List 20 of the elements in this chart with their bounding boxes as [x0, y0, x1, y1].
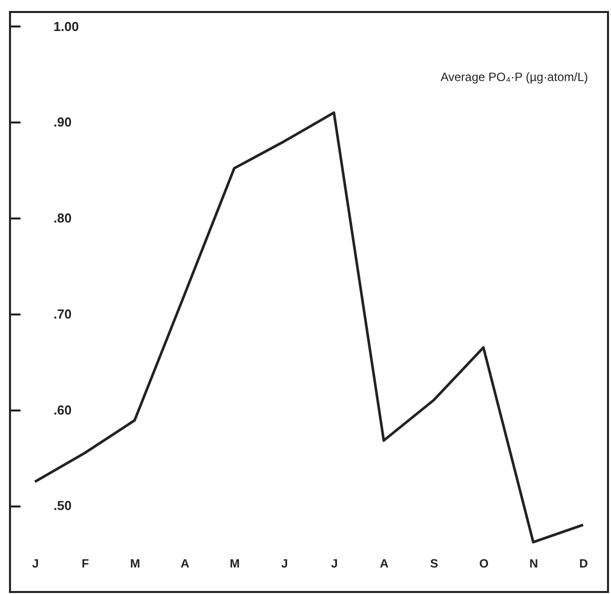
- x-tick-label: A: [380, 556, 389, 570]
- y-tick-label: 1.00: [54, 18, 79, 34]
- x-tick-label: J: [281, 556, 288, 570]
- x-tick-label: M: [130, 556, 140, 570]
- x-tick-label: O: [479, 556, 489, 570]
- y-tick-label: .50: [54, 498, 72, 514]
- y-tick-label: .60: [54, 402, 72, 418]
- text: Average PO₄·P (µg·atom/L): [440, 70, 588, 84]
- x-tick-label: F: [82, 556, 89, 570]
- y-tick-label: .80: [54, 210, 72, 226]
- x-tick-label: J: [32, 556, 39, 570]
- x-tick-label: M: [230, 556, 240, 570]
- x-tick-label: A: [180, 556, 190, 570]
- y-tick-label: .90: [54, 114, 72, 130]
- x-tick-label: J: [331, 556, 338, 570]
- x-tick-label: N: [529, 556, 538, 570]
- x-tick-label: D: [579, 556, 588, 570]
- x-tick-label: S: [430, 556, 438, 570]
- y-tick-label: .70: [54, 306, 72, 322]
- line-series: [34, 111, 584, 544]
